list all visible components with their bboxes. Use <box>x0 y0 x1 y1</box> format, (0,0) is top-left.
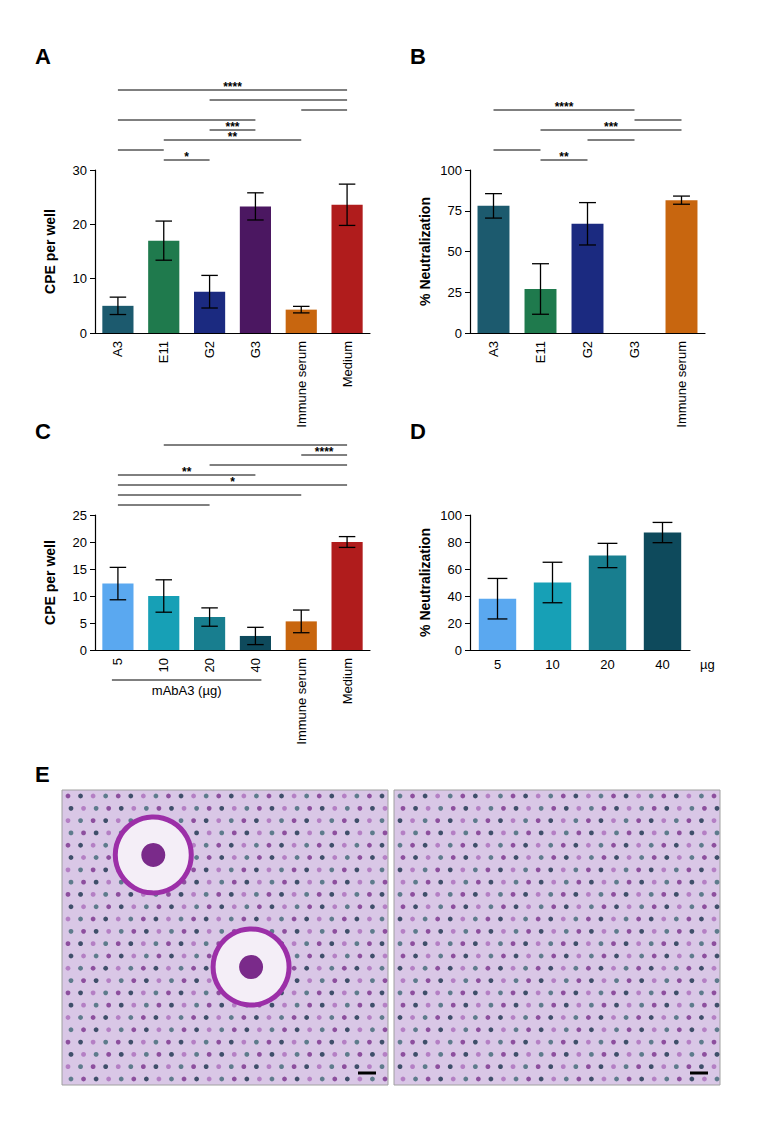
svg-text:G3: G3 <box>248 341 263 358</box>
svg-text:% Neutralization: % Neutralization <box>417 197 433 306</box>
svg-text:20: 20 <box>600 657 614 672</box>
svg-text:5: 5 <box>110 658 125 665</box>
svg-text:10: 10 <box>73 271 87 286</box>
svg-text:**: ** <box>182 465 192 479</box>
svg-text:5: 5 <box>494 657 501 672</box>
svg-text:E11: E11 <box>533 341 548 363</box>
svg-text:E: E <box>35 762 50 787</box>
svg-text:0: 0 <box>455 643 462 658</box>
svg-text:G2: G2 <box>202 341 217 358</box>
svg-text:µg: µg <box>700 657 715 672</box>
svg-text:60: 60 <box>448 562 462 577</box>
svg-text:Immune serum: Immune serum <box>294 341 309 428</box>
svg-text:E11: E11 <box>156 341 171 363</box>
svg-text:**: ** <box>228 130 238 144</box>
svg-text:80: 80 <box>448 535 462 550</box>
svg-text:15: 15 <box>73 562 87 577</box>
svg-text:****: **** <box>555 100 574 114</box>
svg-text:40: 40 <box>655 657 669 672</box>
svg-text:Medium: Medium <box>340 341 355 387</box>
svg-text:40: 40 <box>248 658 263 672</box>
svg-text:75: 75 <box>448 203 462 218</box>
svg-text:****: **** <box>315 445 334 459</box>
svg-text:****: **** <box>223 80 242 94</box>
svg-text:0: 0 <box>80 326 87 341</box>
svg-text:C: C <box>35 419 51 444</box>
svg-text:A3: A3 <box>486 341 501 357</box>
svg-text:5: 5 <box>80 616 87 631</box>
svg-text:*: * <box>184 150 189 164</box>
svg-text:G2: G2 <box>580 341 595 358</box>
svg-text:A3: A3 <box>110 341 125 357</box>
svg-text:20: 20 <box>73 535 87 550</box>
svg-text:20: 20 <box>73 217 87 232</box>
svg-text:100: 100 <box>440 163 462 178</box>
svg-text:CPE per well: CPE per well <box>42 540 58 625</box>
svg-text:25: 25 <box>73 508 87 523</box>
svg-text:mAbA3 (µg): mAbA3 (µg) <box>152 683 222 698</box>
svg-text:100: 100 <box>440 508 462 523</box>
svg-text:0: 0 <box>455 326 462 341</box>
svg-text:D: D <box>410 419 426 444</box>
svg-text:**: ** <box>559 150 569 164</box>
svg-text:% Neutralization: % Neutralization <box>417 528 433 637</box>
svg-text:Immune serum: Immune serum <box>674 341 689 428</box>
svg-text:40: 40 <box>448 589 462 604</box>
svg-text:CPE per well: CPE per well <box>42 209 58 294</box>
svg-text:***: *** <box>604 120 618 134</box>
svg-text:G3: G3 <box>627 341 642 358</box>
svg-text:20: 20 <box>448 616 462 631</box>
svg-text:25: 25 <box>448 285 462 300</box>
svg-text:*: * <box>230 475 235 489</box>
svg-text:0: 0 <box>80 643 87 658</box>
svg-text:B: B <box>410 44 426 69</box>
svg-text:A: A <box>35 44 51 69</box>
svg-text:10: 10 <box>156 658 171 672</box>
svg-text:Immune serum: Immune serum <box>294 658 309 745</box>
svg-text:10: 10 <box>73 589 87 604</box>
svg-text:Medium: Medium <box>340 658 355 704</box>
svg-text:20: 20 <box>202 658 217 672</box>
svg-text:50: 50 <box>448 244 462 259</box>
svg-text:30: 30 <box>73 163 87 178</box>
svg-text:10: 10 <box>545 657 559 672</box>
